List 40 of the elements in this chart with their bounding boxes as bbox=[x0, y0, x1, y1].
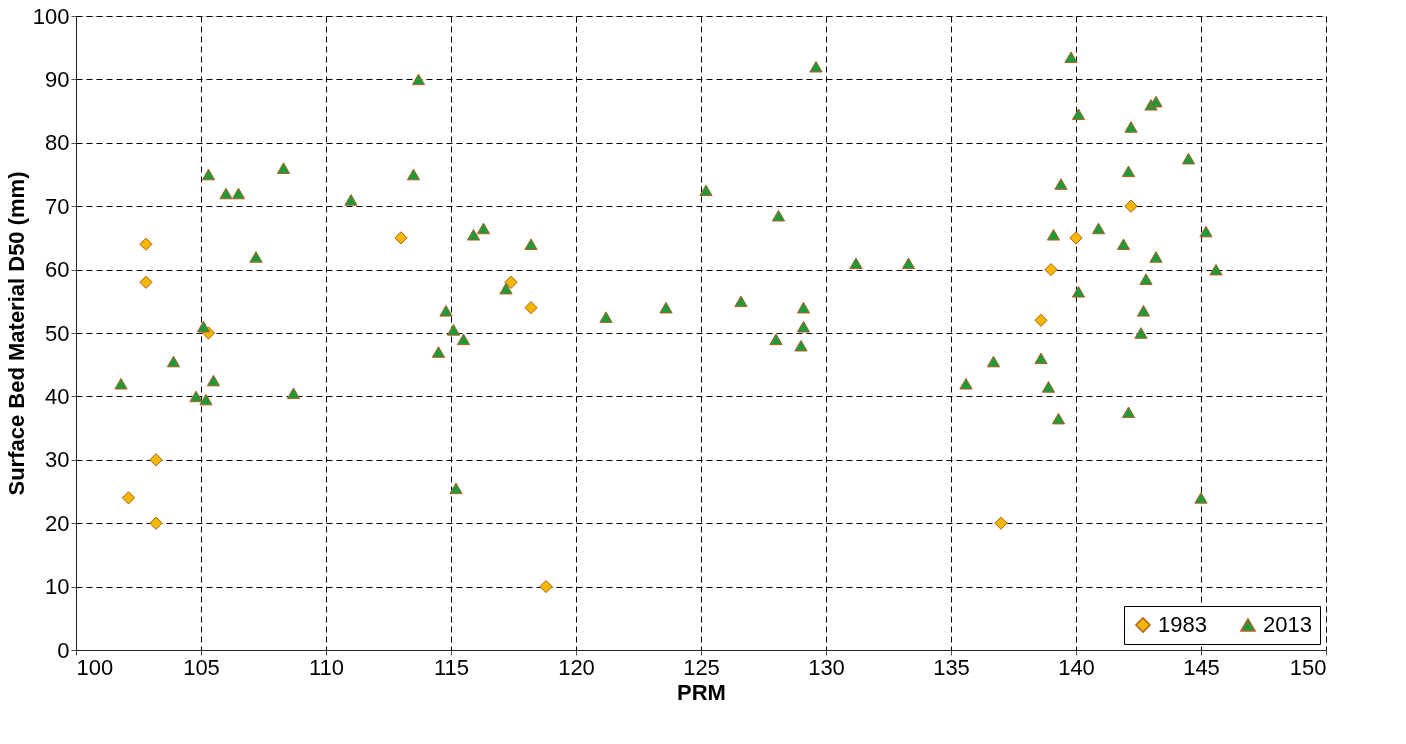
y-tick-label: 0 bbox=[57, 637, 70, 663]
y-tick-label: 100 bbox=[32, 3, 70, 29]
x-tick-label: 150 bbox=[1289, 654, 1327, 680]
point bbox=[1034, 313, 1048, 327]
x-tick-label: 100 bbox=[76, 654, 114, 680]
x-tick-label: 110 bbox=[308, 654, 345, 680]
y-tick-label: 80 bbox=[45, 130, 70, 156]
y-tick-label: 20 bbox=[45, 510, 70, 536]
y-tick-label: 50 bbox=[45, 320, 70, 346]
point bbox=[539, 579, 553, 594]
point bbox=[1124, 199, 1138, 213]
point bbox=[504, 275, 518, 289]
x-tick-label: 140 bbox=[1058, 654, 1095, 680]
point bbox=[1069, 231, 1083, 245]
y-tick-label: 40 bbox=[45, 383, 70, 409]
x-tick-label: 120 bbox=[558, 654, 595, 680]
point bbox=[139, 275, 153, 289]
legend-label: 2013 bbox=[1263, 612, 1312, 637]
point bbox=[394, 231, 408, 245]
y-tick-label: 60 bbox=[45, 257, 70, 283]
x-tick-label: 130 bbox=[808, 654, 845, 680]
x-tick-label: 125 bbox=[683, 654, 720, 680]
point bbox=[1044, 262, 1058, 277]
x-tick-label: 105 bbox=[183, 654, 220, 680]
y-axis-title: Surface Bed Material D50 (mm) bbox=[3, 171, 29, 496]
legend-label: 1983 bbox=[1158, 612, 1207, 637]
point bbox=[149, 453, 163, 467]
point bbox=[139, 237, 153, 251]
y-tick-label: 30 bbox=[45, 447, 70, 473]
x-axis-title: PRM bbox=[677, 679, 726, 705]
y-tick-label: 70 bbox=[45, 193, 70, 219]
point bbox=[121, 491, 136, 505]
x-tick-label: 145 bbox=[1183, 654, 1220, 680]
x-tick-label: 135 bbox=[933, 654, 970, 680]
point bbox=[994, 516, 1008, 530]
y-tick-label: 10 bbox=[45, 574, 70, 600]
y-tick-label: 90 bbox=[45, 66, 70, 92]
x-tick-label: 115 bbox=[433, 654, 470, 680]
point bbox=[149, 516, 163, 530]
point bbox=[524, 301, 538, 315]
